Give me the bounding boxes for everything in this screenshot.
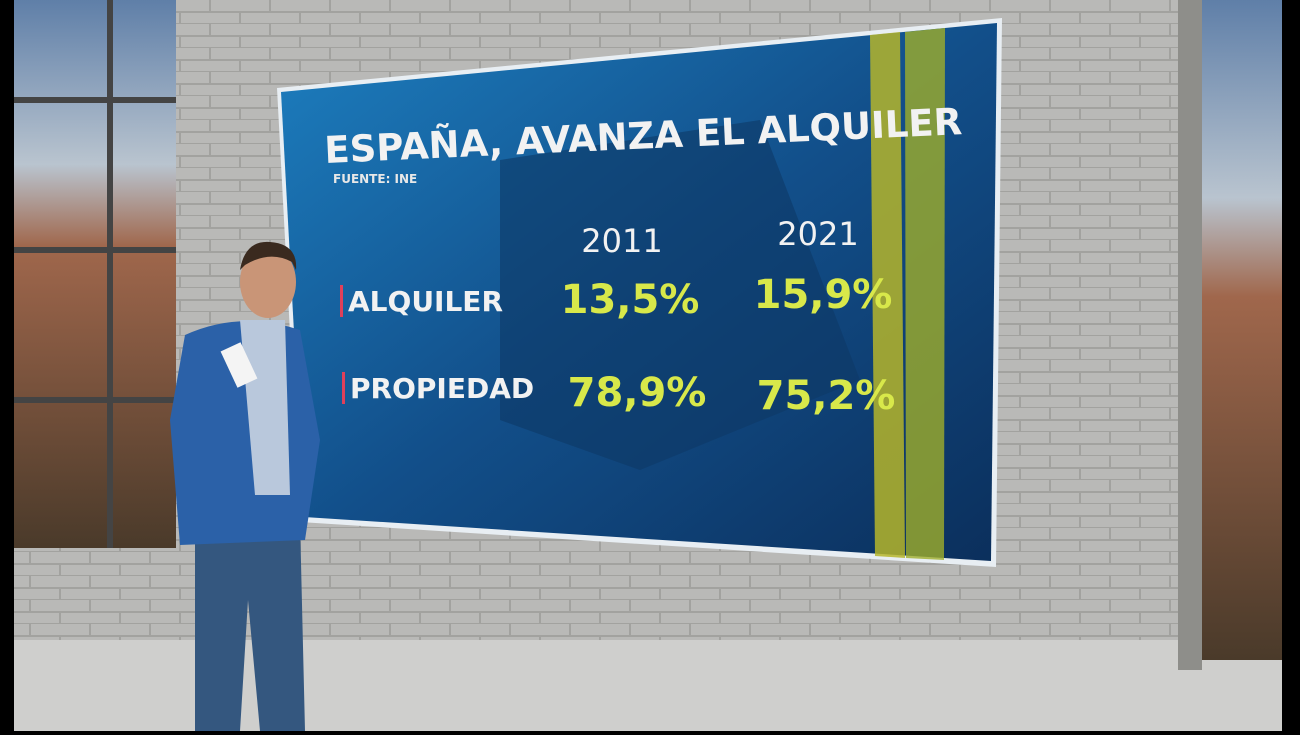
left-window [14,0,176,548]
stripe [870,32,905,558]
value-cell: 15,9% [754,272,893,318]
stripe [905,28,945,560]
column-header: 2011 [581,222,662,260]
row-marker [340,285,343,317]
row-marker [342,372,345,404]
value-cell: 75,2% [757,373,896,419]
row-label: PROPIEDAD [350,372,534,405]
value-cell: 78,9% [568,370,707,416]
presenter [170,241,320,731]
window-frame [14,0,176,548]
column [1178,0,1202,670]
house-image [500,120,860,470]
column-header: 2021 [777,215,858,253]
screen-source: FUENTE: INE [333,172,417,186]
value-cell: 13,5% [561,277,700,323]
right-window [1200,0,1282,660]
row-label: ALQUILER [348,285,503,318]
